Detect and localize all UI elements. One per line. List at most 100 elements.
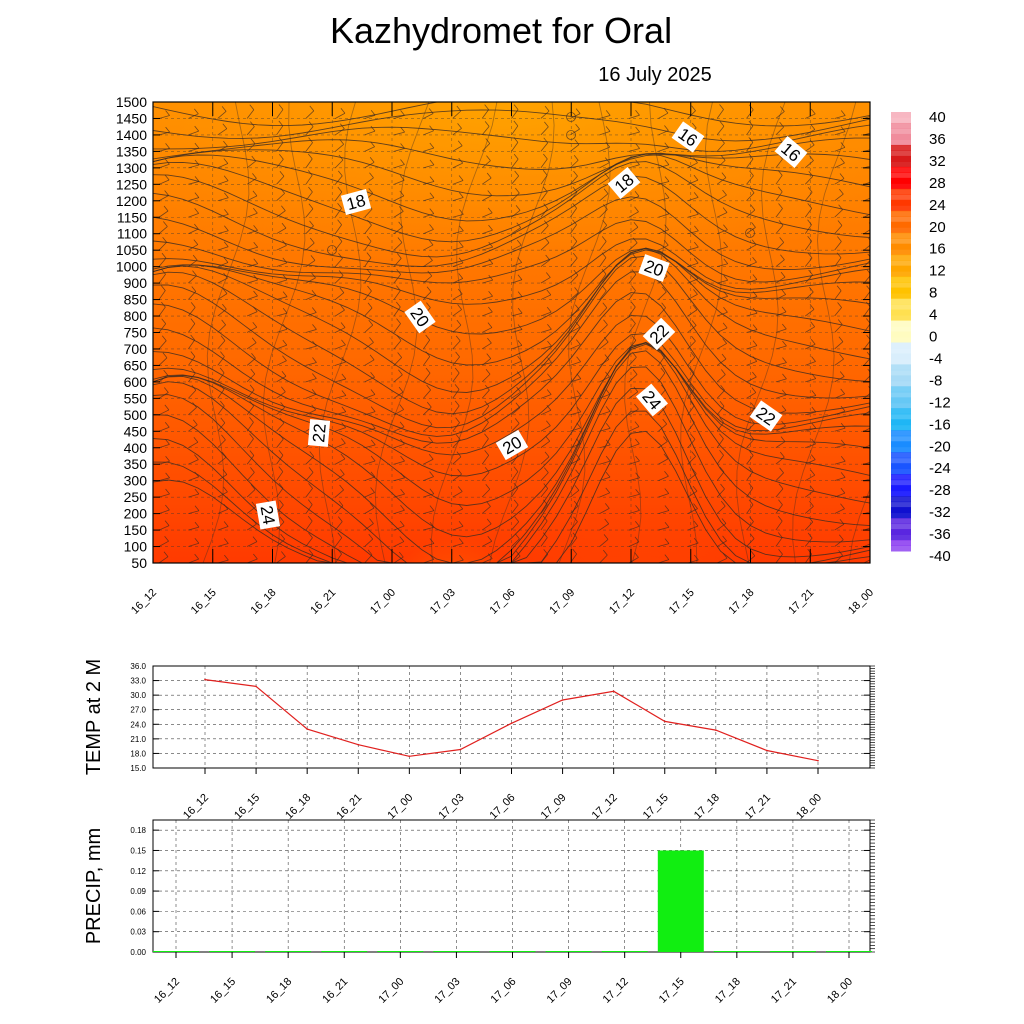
wind-barb <box>276 109 284 119</box>
wind-barb <box>863 213 870 218</box>
colorbar-cell <box>891 188 911 195</box>
wind-barb <box>246 541 258 547</box>
wind-barb <box>628 164 640 169</box>
wind-barb-flag <box>664 538 670 544</box>
wind-barb <box>717 246 728 251</box>
wind-barb-flag <box>782 357 787 363</box>
wind-barb-flag <box>664 224 669 230</box>
wind-barb <box>217 456 227 465</box>
wind-barb-flag <box>398 551 404 558</box>
wind-barb-flag <box>693 520 699 527</box>
wind-barb <box>334 537 343 547</box>
wind-barb <box>393 357 402 366</box>
wind-barb-flag <box>425 367 431 374</box>
heatmap-y-tick-label: 350 <box>124 456 148 472</box>
wind-barb-flag <box>723 274 729 281</box>
wind-barb <box>599 177 609 185</box>
wind-barb-flag <box>542 515 548 522</box>
wind-barb <box>364 359 375 366</box>
wind-barb-flag <box>782 323 787 330</box>
wind-barb-flag <box>282 324 288 330</box>
wind-barb <box>834 193 844 202</box>
wind-barb <box>247 246 258 251</box>
wind-barb-flag <box>311 90 315 95</box>
wind-barb-flag <box>487 553 493 559</box>
wind-barb <box>335 292 345 300</box>
wind-barb <box>717 102 718 103</box>
wind-barb-flag <box>811 438 816 445</box>
wind-barb <box>247 102 248 103</box>
y-axis-title: TEMP at 2 M <box>83 659 105 775</box>
y-axis-title: PRECIP, mm <box>83 828 105 944</box>
wind-barb <box>364 290 372 300</box>
wind-barb <box>335 458 346 465</box>
wind-barb-flag <box>308 203 314 210</box>
wind-barb <box>570 326 581 333</box>
wind-barb <box>158 147 170 152</box>
heatmap-y-tick-label: 1000 <box>116 259 147 275</box>
colorbar-cell <box>891 249 911 256</box>
wind-barb <box>863 116 870 119</box>
wind-barb-flag <box>192 270 197 276</box>
wind-barb-flag <box>752 371 757 378</box>
wind-barb <box>423 291 432 300</box>
wind-barb <box>158 540 169 547</box>
wind-barb-flag <box>513 466 519 472</box>
wind-barb-flag <box>720 483 725 490</box>
wind-barb <box>217 474 228 482</box>
wind-barb-flag <box>782 373 787 380</box>
colorbar-cell <box>891 507 911 514</box>
wind-barb <box>188 307 196 317</box>
wind-barb <box>834 324 843 333</box>
wind-barb <box>804 208 813 218</box>
wind-barb-flag <box>515 533 520 540</box>
wind-barb-flag <box>576 390 582 396</box>
wind-barb-flag <box>252 190 258 197</box>
contour-label: 20 <box>638 254 670 282</box>
heatmap-y-tick-label: 1350 <box>116 143 147 159</box>
wind-barb <box>276 471 284 481</box>
wind-barb <box>658 102 660 103</box>
wind-barb <box>775 488 784 498</box>
x-tick-label: 17_21 <box>743 792 773 822</box>
wind-barb-flag <box>782 340 787 347</box>
wind-barb-flag <box>748 450 754 456</box>
wind-barb <box>305 208 314 218</box>
wind-barb-flag <box>369 518 374 524</box>
wind-barb-flag <box>484 121 490 127</box>
colorbar-cell <box>891 320 911 327</box>
wind-barb-flag <box>370 471 376 478</box>
wind-barb-flag <box>631 318 636 324</box>
wind-barb-flag <box>312 340 317 347</box>
wind-barb <box>687 179 699 185</box>
heatmap-y-tick-label: 250 <box>124 489 148 505</box>
wind-barb <box>599 225 607 234</box>
wind-barb <box>746 439 755 449</box>
wind-barb <box>158 290 166 300</box>
wind-barb-flag <box>194 176 200 182</box>
wind-barb-flag <box>194 91 198 96</box>
colorbar-tick-label: -20 <box>929 438 951 455</box>
wind-barb-flag <box>312 357 317 363</box>
wind-barb <box>158 392 169 399</box>
wind-barb-flag <box>249 88 253 93</box>
wind-barb <box>599 341 609 350</box>
wind-barb-flag <box>634 190 640 197</box>
wind-barb-flag <box>781 306 787 313</box>
wind-barb-flag <box>605 141 611 148</box>
wind-barb-flag <box>368 533 374 540</box>
wind-barb-flag <box>809 304 815 310</box>
wind-barb <box>599 427 611 432</box>
wind-barb <box>158 444 170 449</box>
wind-barb <box>188 476 199 482</box>
wind-barb-flag <box>575 469 580 476</box>
wind-barb-flag <box>662 286 667 293</box>
wind-barb <box>687 325 697 333</box>
wind-barb <box>658 307 666 317</box>
wind-barb <box>717 263 728 268</box>
wind-barb-flag <box>749 170 754 177</box>
wind-barb <box>305 175 313 185</box>
wind-barb <box>511 227 521 235</box>
wind-barb-flag <box>601 285 607 292</box>
wind-barb-flag <box>165 488 170 495</box>
